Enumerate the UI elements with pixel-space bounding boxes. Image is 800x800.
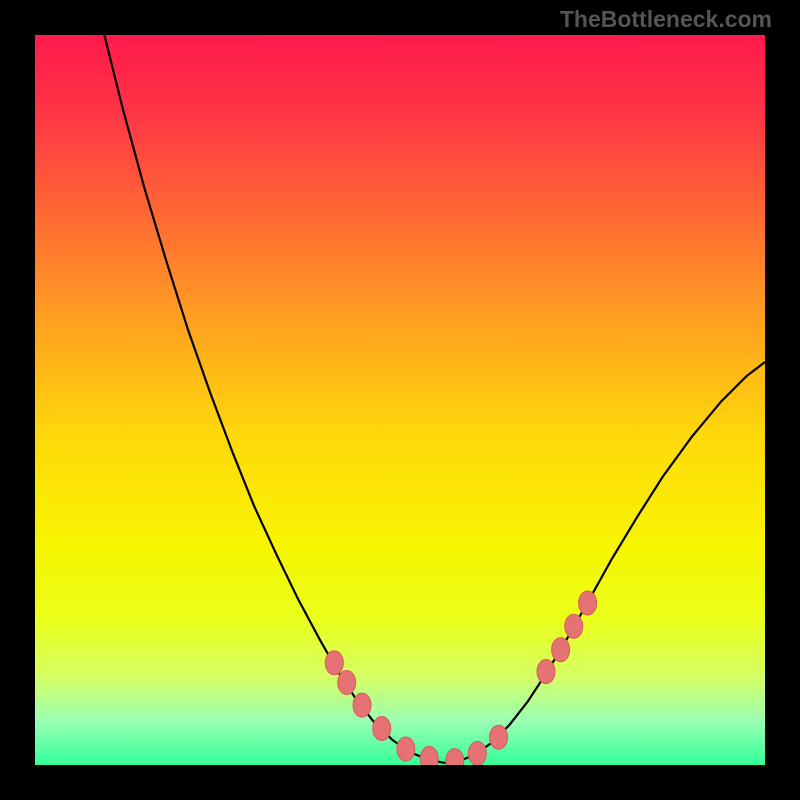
- watermark-text: TheBottleneck.com: [560, 6, 772, 33]
- curve-marker: [373, 717, 391, 741]
- chart-svg: [35, 35, 765, 765]
- curve-marker: [552, 638, 570, 662]
- curve-marker: [420, 746, 438, 765]
- curve-marker: [325, 651, 343, 675]
- curve-marker: [338, 671, 356, 695]
- curve-marker: [565, 614, 583, 638]
- curve-marker: [579, 591, 597, 615]
- chart-background: [35, 35, 765, 765]
- curve-marker: [353, 693, 371, 717]
- curve-marker: [468, 741, 486, 765]
- curve-marker: [397, 737, 415, 761]
- curve-marker: [537, 660, 555, 684]
- chart-plot-area: [35, 35, 765, 765]
- curve-marker: [490, 725, 508, 749]
